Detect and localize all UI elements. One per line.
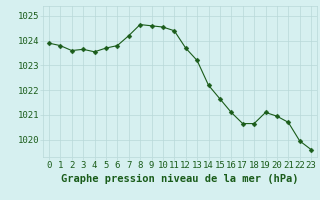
X-axis label: Graphe pression niveau de la mer (hPa): Graphe pression niveau de la mer (hPa) xyxy=(61,174,299,184)
